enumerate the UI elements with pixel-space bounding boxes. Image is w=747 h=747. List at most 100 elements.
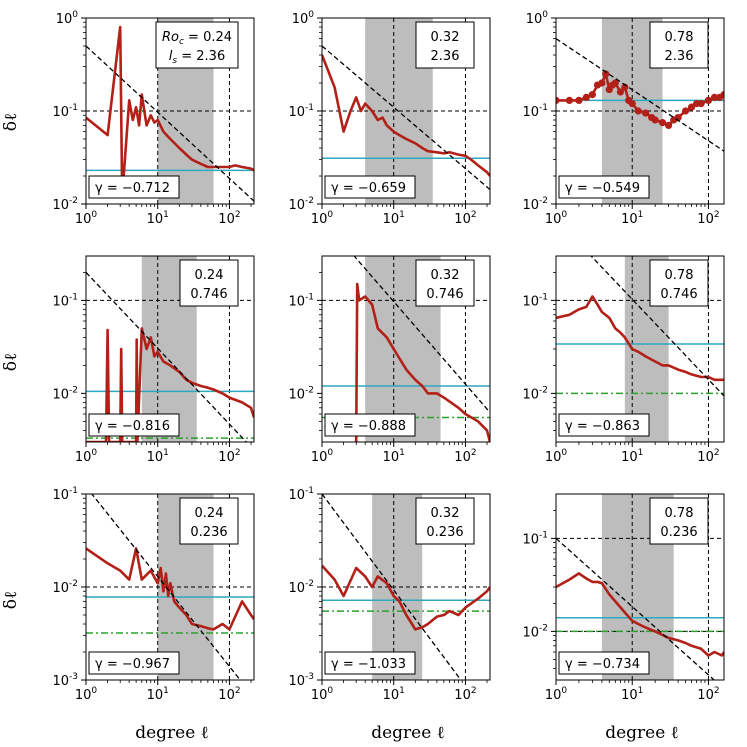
panel-7-param-box <box>179 497 239 545</box>
panel-2-x-tick-label: 101 <box>383 210 405 227</box>
x-axis-label-col1: degree ℓ <box>135 723 209 743</box>
panel-7-x-tick-label: 102 <box>218 686 240 703</box>
panel-2-gamma-label: γ = −0.659 <box>331 181 406 196</box>
panel-2-ls-label: 2.36 <box>431 49 460 64</box>
panel-8-gamma-box <box>324 651 416 675</box>
panels-group: 100 101 102 10-2 10-1 100 Roc = 0.24 ls = 2.36 γ… <box>52 10 725 703</box>
panel-8-ls-label: 0.236 <box>426 525 463 540</box>
panel-5-y-tick-label: 10-1 <box>288 292 314 309</box>
panel-7-gamma-box <box>88 651 180 675</box>
panel-8-x-tick-label: 100 <box>311 686 334 703</box>
y-axis-label-row2: δℓ <box>1 353 21 371</box>
panel-5-y-tick-label: 10-2 <box>288 385 314 402</box>
panel-3-ls-label: 2.36 <box>665 49 694 64</box>
panel-4-x-tick-label: 100 <box>75 448 98 465</box>
panel-4-gamma-box <box>88 413 180 437</box>
panel-3-spectrum-point <box>697 100 705 108</box>
panel-6-plot-area <box>556 256 724 442</box>
panel-5-spectrum-line <box>354 282 490 442</box>
panel-8-spectrum-line <box>322 564 490 631</box>
panel-3-fit-line <box>556 38 724 152</box>
panel-3-x-tick-label: 101 <box>621 210 643 227</box>
panel-9-x-tick-label: 102 <box>697 686 719 703</box>
panel-7-gamma-label: γ = −0.967 <box>95 657 170 672</box>
panel-1-gamma-label: γ = −0.712 <box>95 181 170 196</box>
panel-2-y-tick-label: 100 <box>292 10 315 27</box>
panel-8-fit-line <box>322 494 462 680</box>
panel-1-y-tick-label: 100 <box>56 10 79 27</box>
panel-3-spectrum-point <box>720 91 724 99</box>
panel-8-param-box <box>415 497 475 545</box>
panel-9-gamma-box <box>558 651 650 675</box>
panel-4: 100 101 102 10-2 10-1 0.24 0.746 γ = −0.816 <box>52 255 255 465</box>
panel-3-spectrum-point <box>664 121 673 130</box>
panel-5-gamma-label: γ = −0.888 <box>331 419 406 434</box>
panel-3-x-tick-label: 100 <box>545 210 568 227</box>
panel-8-roc-label: 0.32 <box>431 506 460 521</box>
panel-6-ls-label: 0.746 <box>660 287 697 302</box>
panel-3-spectrum-point <box>658 119 667 127</box>
panel-9-x-tick-label: 100 <box>545 686 568 703</box>
panel-5-gamma-box <box>324 413 416 437</box>
panel-5-x-tick-label: 100 <box>311 448 334 465</box>
y-axis-label-row3: δℓ <box>1 591 21 609</box>
panel-3-spectrum-point <box>611 79 619 87</box>
panel-3: 100 101 102 10-2 10-1 100 0.78 2.36 γ = −0.549 <box>522 10 725 227</box>
panel-8: 100 101 102 10-3 10-2 10-1 0.32 0.236 γ = −1.033 <box>288 486 491 703</box>
panel-7-fit-line <box>91 494 242 680</box>
panel-2-y-tick-label: 10-2 <box>288 196 314 213</box>
panel-4-x-tick-label: 102 <box>218 448 240 465</box>
panel-5-plot-area <box>322 256 490 442</box>
panel-4-y-tick-label: 10-1 <box>52 292 78 309</box>
panel-4-ls-label: 0.746 <box>190 287 227 302</box>
y-axis-label-row1: δℓ <box>1 113 21 131</box>
panel-3-spectrum-point <box>616 88 625 96</box>
panel-9-y-tick-label: 10-2 <box>522 623 548 640</box>
panel-2-fit-line <box>322 45 490 191</box>
panel-5-x-tick-label: 101 <box>383 448 405 465</box>
panel-8-x-tick-label: 101 <box>383 686 405 703</box>
panel-3-gamma-box <box>558 175 650 199</box>
panel-8-y-tick-label: 10-2 <box>288 579 314 596</box>
panel-4-spectrum-line <box>86 327 254 442</box>
panel-1-x-tick-label: 102 <box>218 210 240 227</box>
panel-3-spectrum-point <box>556 96 560 105</box>
panel-3-spectrum-point <box>588 91 596 99</box>
panel-4-roc-label: 0.24 <box>195 268 224 283</box>
panel-7-y-tick-label: 10-1 <box>52 486 78 503</box>
panel-1-gamma-box <box>88 175 180 199</box>
panel-1: 100 101 102 10-2 10-1 100 Roc = 0.24 ls = 2.36 γ… <box>52 10 255 227</box>
panel-2-roc-label: 0.32 <box>431 30 460 45</box>
panel-3-spectrum-point <box>602 70 610 78</box>
panel-1-roc-label: Roc = 0.24 <box>162 30 232 47</box>
panel-3-spectrum-point <box>642 109 650 117</box>
panel-4-gamma-label: γ = −0.816 <box>95 419 170 434</box>
panel-9: 100 101 102 10-2 10-1 0.78 0.236 γ = −0.734 <box>522 493 725 703</box>
panel-7-ls-label: 0.236 <box>190 525 227 540</box>
panel-3-spectrum-point <box>575 96 583 105</box>
panel-5-roc-label: 0.32 <box>431 268 460 283</box>
panel-9-roc-label: 0.78 <box>665 506 694 521</box>
panel-8-y-tick-label: 10-3 <box>288 672 314 689</box>
panel-6-x-tick-label: 100 <box>545 448 568 465</box>
panel-1-x-tick-label: 101 <box>147 210 169 227</box>
panel-3-spectrum-point <box>710 93 719 102</box>
panel-2-param-box <box>415 21 475 69</box>
panel-1-y-tick-label: 10-1 <box>52 103 78 120</box>
panel-2: 100 101 102 10-2 10-1 100 0.32 2.36 γ = −0.659 <box>288 10 491 227</box>
panel-2-spectrum-line <box>322 54 490 177</box>
panel-7-y-tick-label: 10-3 <box>52 672 78 689</box>
panel-3-x-tick-label: 102 <box>697 210 719 227</box>
panel-4-y-tick-label: 10-2 <box>52 385 78 402</box>
panel-9-ls-label: 0.236 <box>660 525 697 540</box>
panel-7: 100 101 102 10-3 10-2 10-1 0.24 0.236 γ = −0.967 <box>52 486 255 703</box>
panel-6-fit-line <box>590 256 724 397</box>
panel-1-x-tick-label: 100 <box>75 210 98 227</box>
panel-7-x-tick-label: 100 <box>75 686 98 703</box>
panel-9-x-tick-label: 101 <box>621 686 643 703</box>
panel-7-roc-label: 0.24 <box>195 506 224 521</box>
panel-9-gamma-label: γ = −0.734 <box>565 657 640 672</box>
panel-3-roc-label: 0.78 <box>665 30 694 45</box>
panel-5-param-box <box>415 259 475 307</box>
